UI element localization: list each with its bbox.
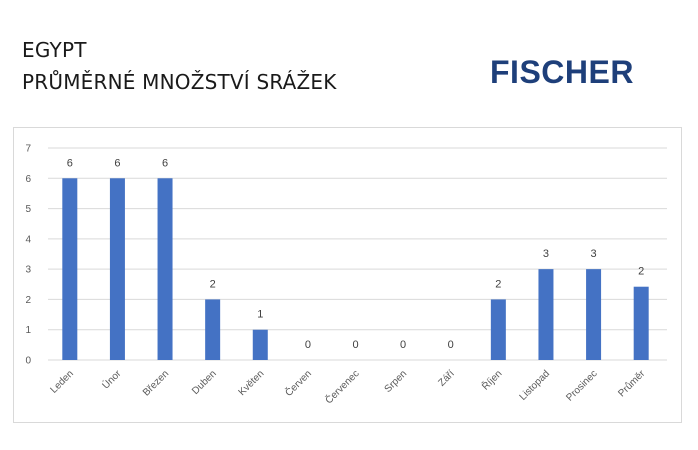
- bar-12: [586, 269, 602, 360]
- x-tick-label: Prosinec: [564, 368, 599, 403]
- bar-10: [490, 299, 506, 360]
- bar-1: [62, 178, 78, 360]
- x-tick-label: Září: [437, 368, 458, 389]
- y-tick-label: 3: [25, 265, 31, 276]
- bar-3: [157, 178, 173, 360]
- data-label: 0: [400, 339, 406, 351]
- x-tick-label: Říjen: [479, 367, 505, 393]
- y-tick-label: 7: [25, 144, 31, 155]
- data-label: 0: [352, 339, 358, 351]
- x-tick-label: Únor: [99, 366, 124, 391]
- data-label: 2: [638, 266, 644, 278]
- rainfall-bar-chart: 0 1 2 3 4 5 6 7 6 Leden 6 Únor 6 Březen 2 Duben 1 Květen 0…: [25, 144, 667, 406]
- data-label: 1: [257, 309, 263, 321]
- x-tick-label: Leden: [48, 368, 75, 395]
- x-tick-label: Květen: [237, 368, 267, 398]
- y-tick-label: 0: [25, 356, 31, 367]
- data-label: 2: [495, 278, 501, 290]
- data-label: 0: [305, 339, 311, 351]
- data-label: 3: [543, 248, 549, 260]
- data-label: 2: [210, 278, 216, 290]
- page-subtitle: PRŮMĚRNÉ MNOŽSTVÍ SRÁŽEK: [22, 70, 337, 94]
- x-tick-label: Listopad: [518, 368, 553, 403]
- x-tick-label: Srpen: [383, 368, 410, 395]
- bar-5: [252, 329, 268, 360]
- data-label: 6: [67, 157, 73, 169]
- page-title: EGYPT: [22, 38, 87, 62]
- bar-13: [633, 286, 649, 360]
- bar-4: [205, 299, 221, 360]
- fischer-logo: FISCHER: [490, 54, 634, 90]
- title-block: EGYPT PRŮMĚRNÉ MNOŽSTVÍ SRÁŽEK: [22, 34, 337, 98]
- data-label: 0: [448, 339, 454, 351]
- x-tick-label: Duben: [190, 368, 219, 397]
- x-tick-label: Červen: [282, 367, 314, 399]
- data-label: 3: [591, 248, 597, 260]
- chart-frame: 0 1 2 3 4 5 6 7 6 Leden 6 Únor 6 Březen 2 Duben 1 Květen 0…: [13, 127, 682, 423]
- data-label: 6: [162, 157, 168, 169]
- y-tick-label: 2: [25, 295, 31, 306]
- x-tick-label: Průměr: [616, 367, 648, 399]
- x-tick-label: Červenec: [322, 367, 361, 406]
- y-tick-label: 5: [25, 204, 31, 215]
- data-label: 6: [114, 157, 120, 169]
- y-tick-label: 1: [25, 325, 31, 336]
- y-tick-label: 4: [25, 234, 31, 245]
- x-tick-label: Březen: [141, 368, 171, 398]
- y-tick-label: 6: [25, 174, 31, 185]
- bar-2: [109, 178, 125, 360]
- bar-11: [538, 269, 554, 360]
